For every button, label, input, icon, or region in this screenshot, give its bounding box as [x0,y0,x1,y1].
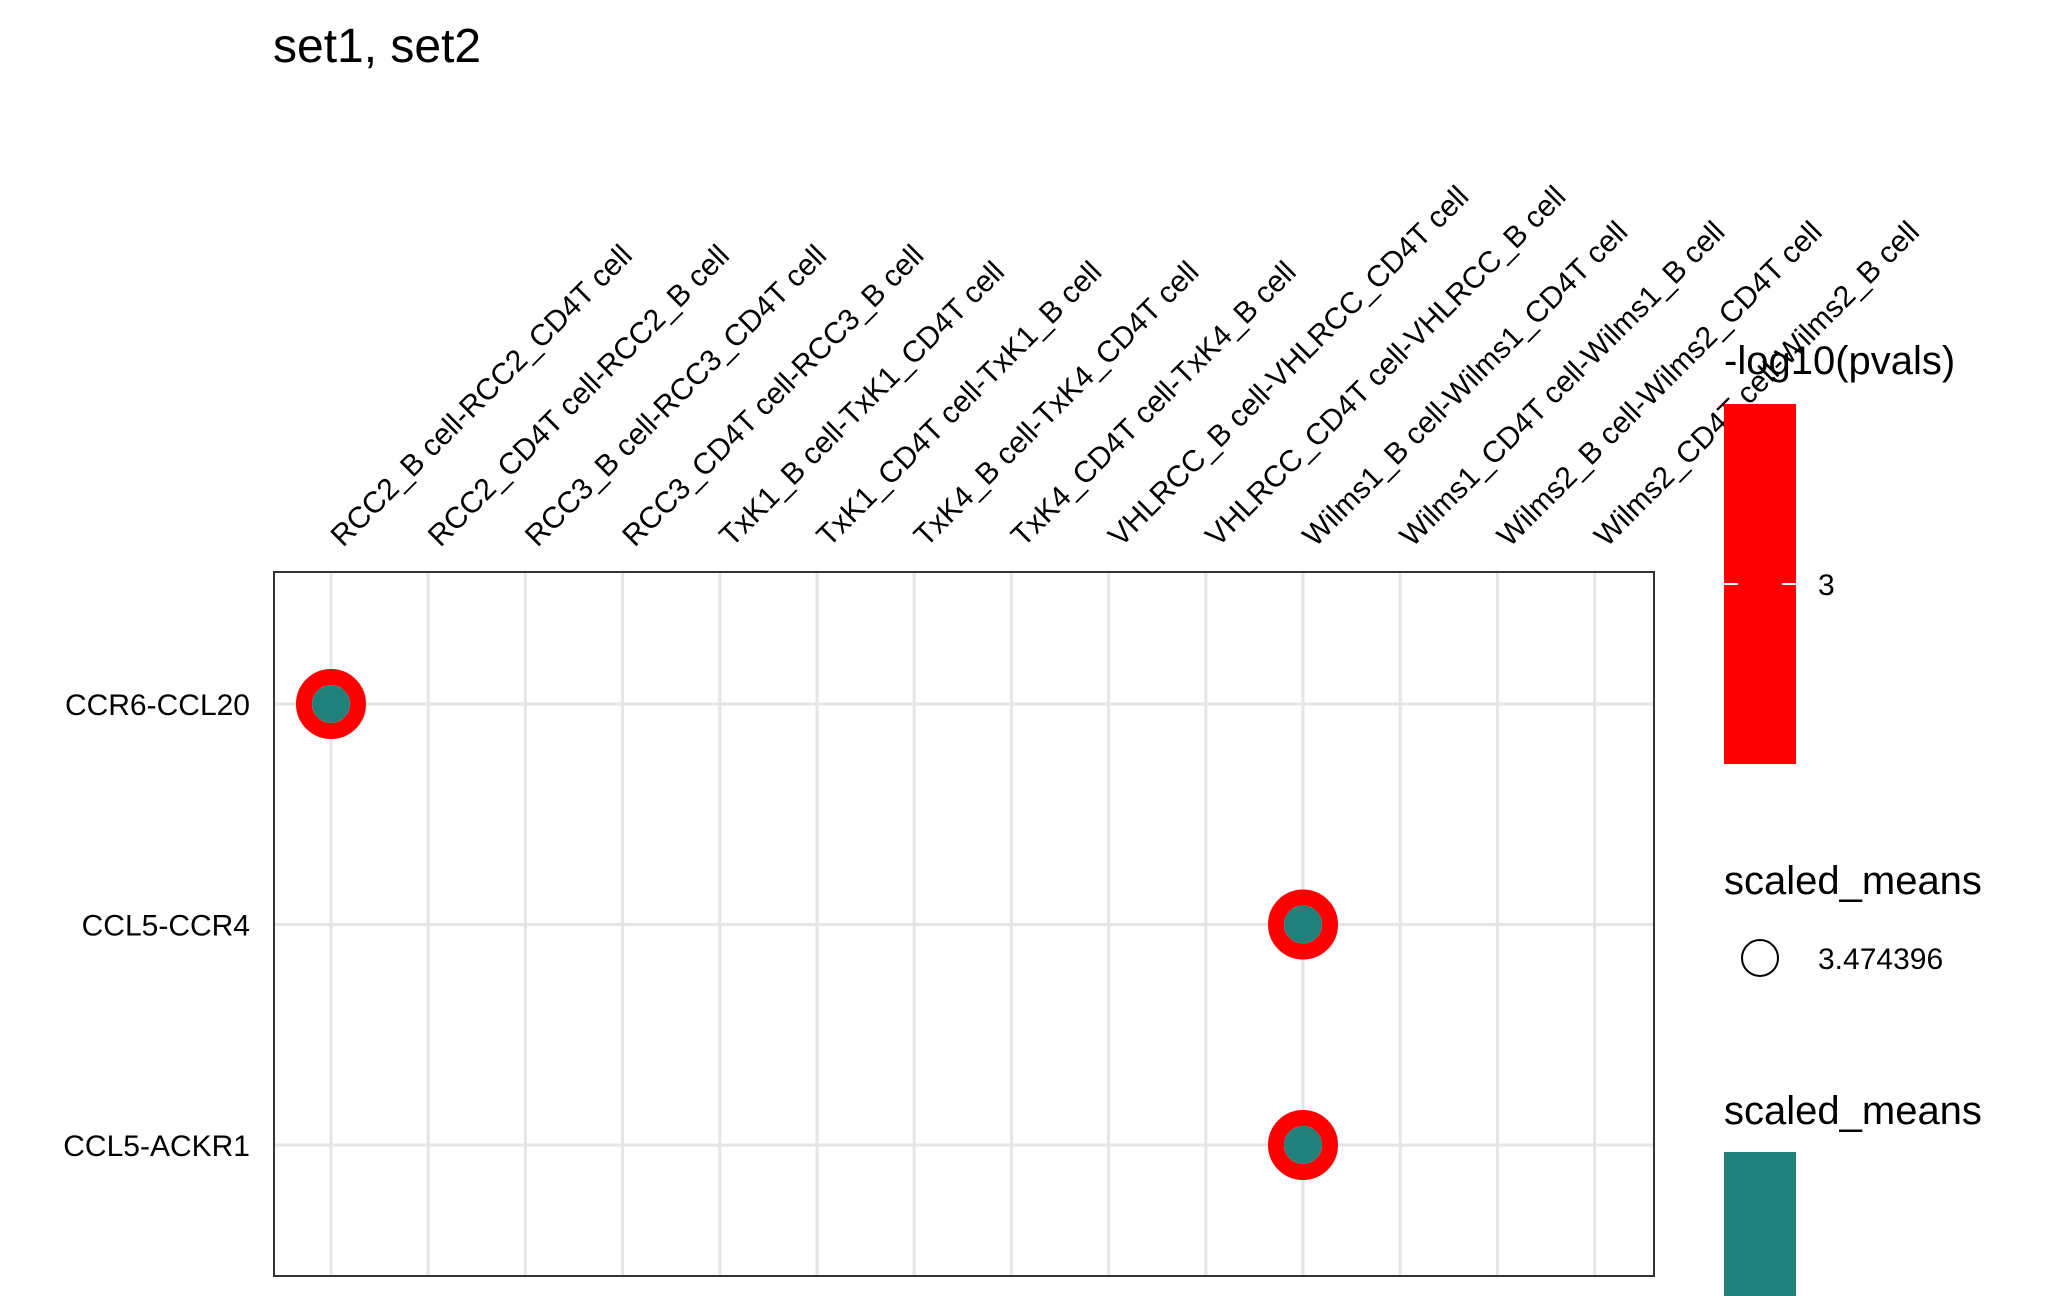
point-pval-ring [296,669,366,739]
point-mean-fill [1284,1126,1322,1164]
legend-scaled-means-color: scaled_means [1724,1089,1982,1296]
y-axis-tick-labels: CCR6-CCL20 CCL5-CCR4 CCL5-ACKR1 [63,689,250,1163]
legend-pvals: -log10(pvals) 3 [1724,339,1955,764]
legend-color-colorbar [1724,1152,1796,1296]
point-mean-fill [1284,905,1322,944]
legend-pvals-label: 3 [1818,569,1835,602]
chart-title: set1, set2 [273,20,481,73]
point-mean-fill [312,685,350,723]
data-points [296,669,1338,1180]
legend-size-key-circle [1741,939,1779,977]
x-tick-label: VHLRCC_CD4T cell-VHLRCC_B cell [1199,180,1572,553]
y-tick-label: CCL5-CCR4 [82,910,250,943]
y-tick-label: CCL5-ACKR1 [63,1130,250,1163]
plot-grid [274,572,1654,1276]
point-pval-ring [1268,889,1338,960]
legend-color-title: scaled_means [1724,1089,1982,1133]
point-pval-ring [1268,1110,1338,1180]
legend-pvals-title: -log10(pvals) [1724,339,1955,383]
legend-size-label: 3.474396 [1818,943,1943,976]
plot-panel-border [273,571,1655,1277]
y-tick-label: CCR6-CCL20 [65,689,250,722]
legend-scaled-means-size: scaled_means 3.474396 [1724,859,1982,977]
legend-size-title: scaled_means [1724,859,1982,903]
x-tick-label: VHLRCC_B cell-VHLRCC_CD4T cell [1102,180,1475,553]
